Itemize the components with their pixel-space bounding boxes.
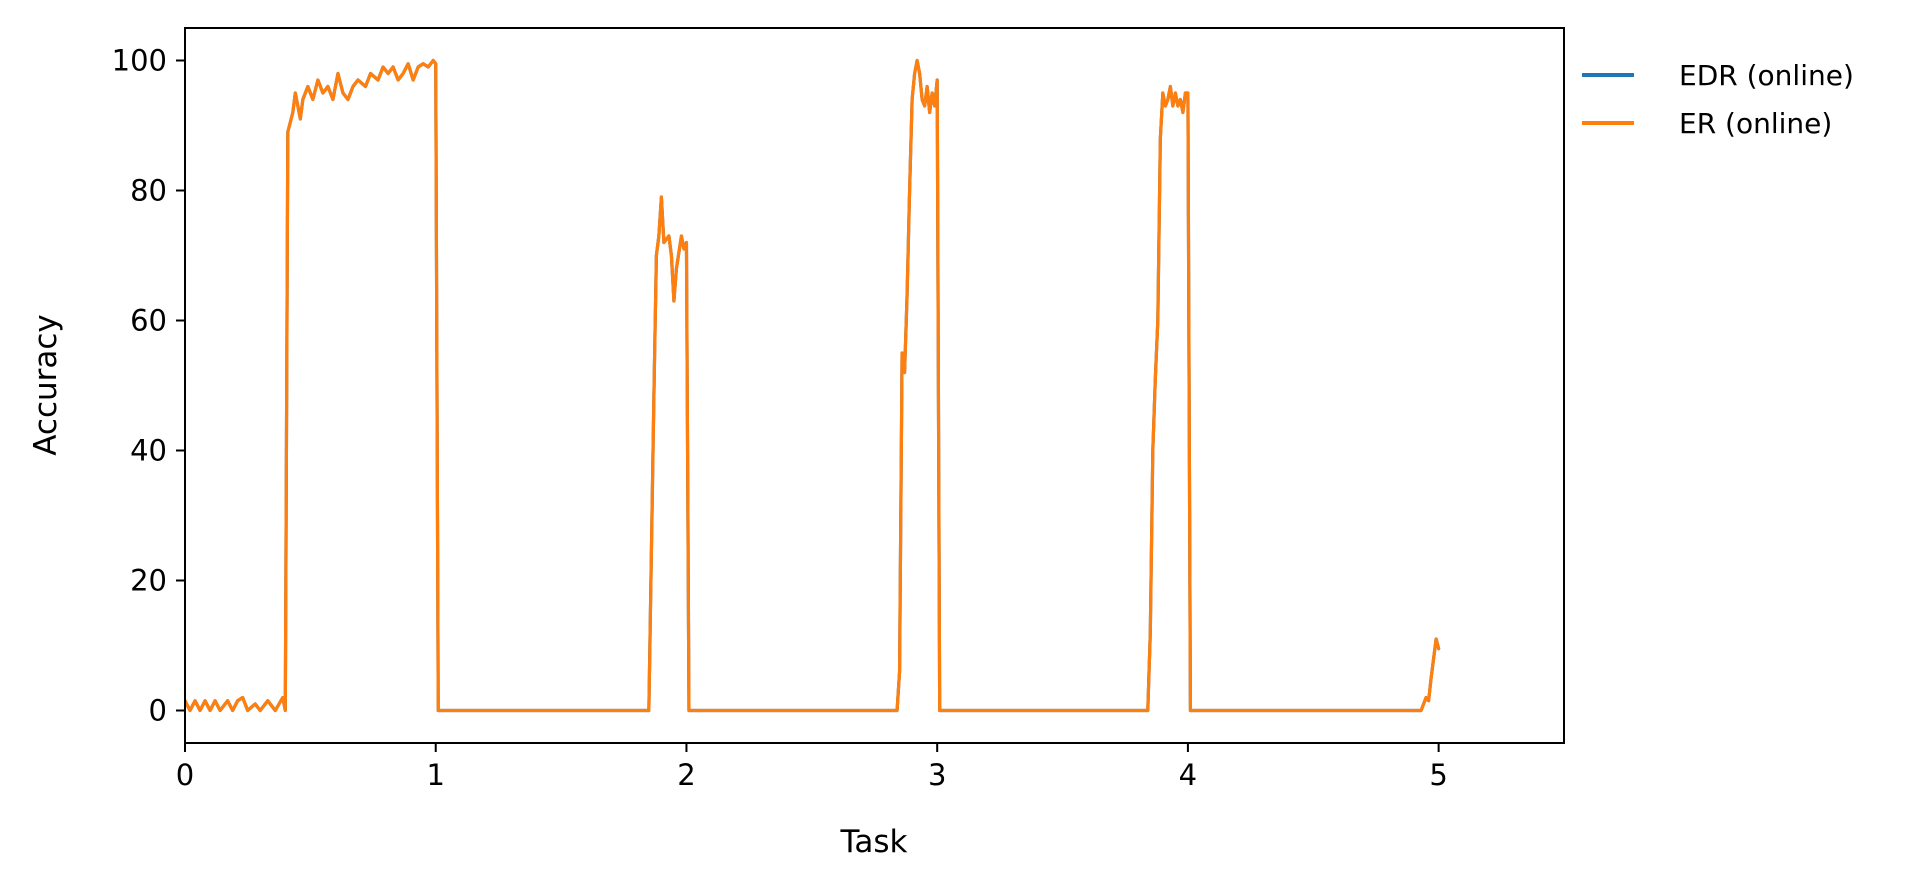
plot-area-frame — [184, 27, 1565, 744]
x-tick-label: 3 — [928, 758, 946, 792]
y-tick-label: 40 — [130, 434, 167, 468]
x-tick-label: 2 — [677, 758, 695, 792]
x-tick-label: 4 — [1179, 758, 1197, 792]
x-axis-label: Task — [840, 824, 908, 860]
series-layer — [185, 58, 1441, 713]
legend-label: ER (online) — [1679, 107, 1832, 140]
y-tick-label: 60 — [130, 304, 167, 338]
x-tick-label: 5 — [1429, 758, 1447, 792]
legend-label: EDR (online) — [1679, 59, 1854, 92]
y-axis-label: Accuracy — [28, 314, 64, 456]
x-tick-label: 0 — [176, 758, 194, 792]
y-tick-label: 0 — [149, 694, 167, 728]
y-tick-label: 20 — [130, 564, 167, 598]
series-line-er-online — [185, 58, 1441, 713]
y-tick-label: 100 — [112, 44, 167, 78]
y-axis: 0 20 40 60 80 100 — [112, 44, 185, 728]
x-tick-label: 1 — [427, 758, 445, 792]
legend: EDR (online) ER (online) — [1582, 59, 1854, 140]
y-tick-label: 80 — [130, 174, 167, 208]
x-axis: 0 1 2 3 4 5 — [176, 743, 1448, 792]
